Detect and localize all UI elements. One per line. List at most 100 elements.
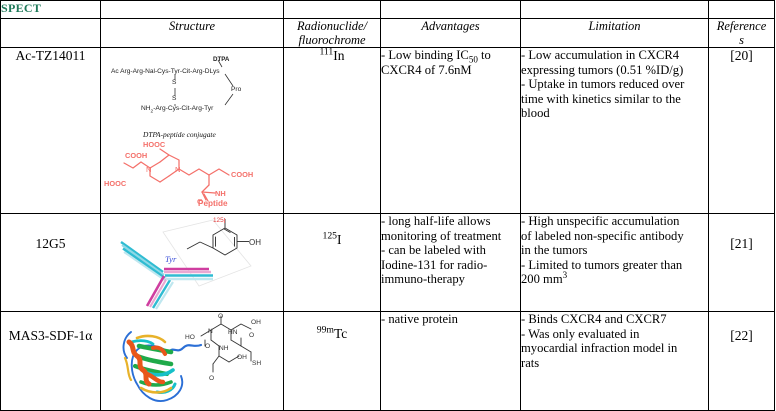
advantage-line: immuno-therapy <box>381 272 465 287</box>
reference-cell: [20] <box>708 47 775 214</box>
limitation-line: myocardial infraction model in <box>521 341 678 356</box>
peptide-top-sequence: Ac Arg-Arg-Nal-Cys-Tyr-Cit-Arg-DLys <box>111 68 220 75</box>
limitation-line: expressing tumors (0.51 %ID/g) <box>521 62 684 77</box>
label-hooc-bottom: HOOC <box>104 179 127 188</box>
label-sh: SH <box>252 360 261 367</box>
limitation-cell: - Low accumulation in CXCR4 expressing t… <box>520 47 709 214</box>
label-hn: HN <box>228 329 238 336</box>
advantage-line: Iodine-131 for radio- <box>381 257 488 272</box>
limitation-cell: - High unspecific accumulation of labele… <box>520 213 709 312</box>
label-n-right: N <box>175 165 180 174</box>
col-header-radionuclide-text: Radionuclide/ fluorochrome <box>296 19 368 47</box>
label-nh1: NH <box>219 345 229 352</box>
peptide-structure-diagram: DTPA Ac Arg-Arg-Nal-Cys-Tyr-Cit-Arg-DLys… <box>101 48 283 213</box>
pro-label: Pro <box>231 86 242 93</box>
oh-label: OH <box>249 238 261 247</box>
section-blank-references <box>708 0 775 19</box>
limitation-cell: - Binds CXCR4 and CXCR7 - Was only evalu… <box>520 311 709 411</box>
label-o4: O <box>209 375 214 382</box>
antibody-structure-diagram: Tyr OH 125I <box>101 214 283 311</box>
advantage-line: monitoring of treatment <box>381 228 502 243</box>
label-o1: O <box>218 313 223 320</box>
limitation-line: time with kinetics similar to the <box>521 91 681 106</box>
table-row: MAS3-SDF-1α <box>0 311 775 411</box>
label-hooc-top: HOOC <box>143 140 166 149</box>
cubic-superscript: 3 <box>562 270 568 281</box>
conjugate-title: DTPA-peptide conjugate <box>143 130 216 139</box>
mas3-chelator-and-protein: HO N O OH HN O O NH SH OH O <box>122 313 261 402</box>
compound-name: 12G5 <box>0 213 101 312</box>
label-o-carbonyl: O <box>197 197 203 206</box>
dtpa-label: DTPA <box>213 56 230 63</box>
advantage-part-2: to <box>477 48 491 62</box>
radionuclide-element: Tc <box>333 326 348 341</box>
iodine-125-label: 125I <box>213 216 226 225</box>
limitation-line: - Uptake in tumors reduced over <box>521 77 685 92</box>
radionuclide-element: In <box>333 48 345 63</box>
label-oh2: OH <box>237 354 247 361</box>
tyr-label: Tyr <box>165 254 177 264</box>
label-cooh-right: COOH <box>231 170 253 179</box>
section-blank-limitation <box>520 0 709 19</box>
peptide-bond-lines <box>174 59 234 106</box>
limitation-line: of labeled non-specific antibody <box>521 228 684 243</box>
disulfide-s-bottom: S <box>172 95 177 102</box>
limitation-line: - High unspecific accumulation <box>521 214 680 228</box>
compound-name: Ac-TZ14011 <box>0 47 101 214</box>
label-nh: NH <box>215 189 226 198</box>
radionuclide-cell: 125I <box>283 213 381 312</box>
section-blank-radionuclide <box>283 0 381 19</box>
label-oh1: OH <box>251 319 261 326</box>
radionuclide-cell: 111In <box>283 46 381 214</box>
structure-cell-12g5: Tyr OH 125I <box>100 213 284 312</box>
compound-name: MAS3-SDF-1α <box>0 311 101 411</box>
radionuclide-mass: 99m <box>316 324 334 336</box>
advantages-text: - Low binding IC50 to CXCR4 of 7.6nM <box>381 48 520 77</box>
advantages-cell: - long half-life allows monitoring of tr… <box>380 213 521 312</box>
advantage-line: - can be labeled with <box>381 243 486 258</box>
limitation-line: 200 mm3 <box>521 270 568 287</box>
radionuclide-element: I <box>337 232 342 247</box>
section-blank-advantages <box>380 0 521 19</box>
label-ho: HO <box>185 334 195 341</box>
protein-ribbon-diagram: HO N O OH HN O O NH SH OH O <box>101 312 283 410</box>
section-header-row: SPECT <box>0 0 775 19</box>
peptide-bottom-sequence-text: NH2-Arg-Cys-Cit-Arg-Tyr <box>141 105 214 115</box>
advantage-line: - native protein <box>381 312 458 326</box>
radionuclide-mass: 125 <box>322 230 338 242</box>
radionuclide-cell: 99mTc <box>283 311 381 411</box>
column-header-row: Structure Radionuclide/ fluorochrome Adv… <box>0 18 775 48</box>
limitation-line: - Limited to tumors greater than <box>521 257 683 272</box>
col-header-structure: Structure <box>100 18 284 48</box>
label-o2: O <box>249 332 254 339</box>
advantage-part-3: CXCR4 of 7.6nM <box>381 62 472 77</box>
limitation-line: blood <box>521 106 550 121</box>
disulfide-s-top: S <box>172 79 177 86</box>
dtpa-conjugate-structure: HOOC COOH HOOC COOH NH Peptide N N O <box>104 140 253 208</box>
limitation-line: in the tumors <box>521 243 588 258</box>
advantages-cell: - Low binding IC50 to CXCR4 of 7.6nM <box>380 47 521 214</box>
antibody-tyrosine-graphic: Tyr OH 125I <box>120 216 261 310</box>
col-header-name <box>0 18 101 48</box>
section-label-spect: SPECT <box>0 0 101 19</box>
advantages-cell: - native protein <box>380 311 521 411</box>
table-row: 12G5 <box>0 213 775 312</box>
label-o3: O <box>205 343 210 350</box>
ic50-subscript: 50 <box>468 54 478 65</box>
reference-cell: [22] <box>708 311 775 411</box>
section-blank-structure <box>100 0 284 19</box>
label-n1: N <box>208 328 213 335</box>
limitation-line: - Low accumulation in CXCR4 <box>521 48 680 62</box>
structure-cell-ac-tz14011: DTPA Ac Arg-Arg-Nal-Cys-Tyr-Cit-Arg-DLys… <box>100 47 284 214</box>
radionuclide-mass: 111 <box>319 46 334 58</box>
limitation-line: - Was only evaluated in <box>521 326 640 341</box>
label-cooh-left: COOH <box>125 151 147 160</box>
limitation-line: rats <box>521 355 540 370</box>
advantage-part-1: - Low binding IC <box>381 48 469 62</box>
label-peptide: Peptide <box>198 199 228 208</box>
col-header-radionuclide: Radionuclide/ fluorochrome <box>283 18 381 48</box>
col-header-references-text: Reference s <box>716 19 767 47</box>
reference-cell: [21] <box>708 213 775 312</box>
